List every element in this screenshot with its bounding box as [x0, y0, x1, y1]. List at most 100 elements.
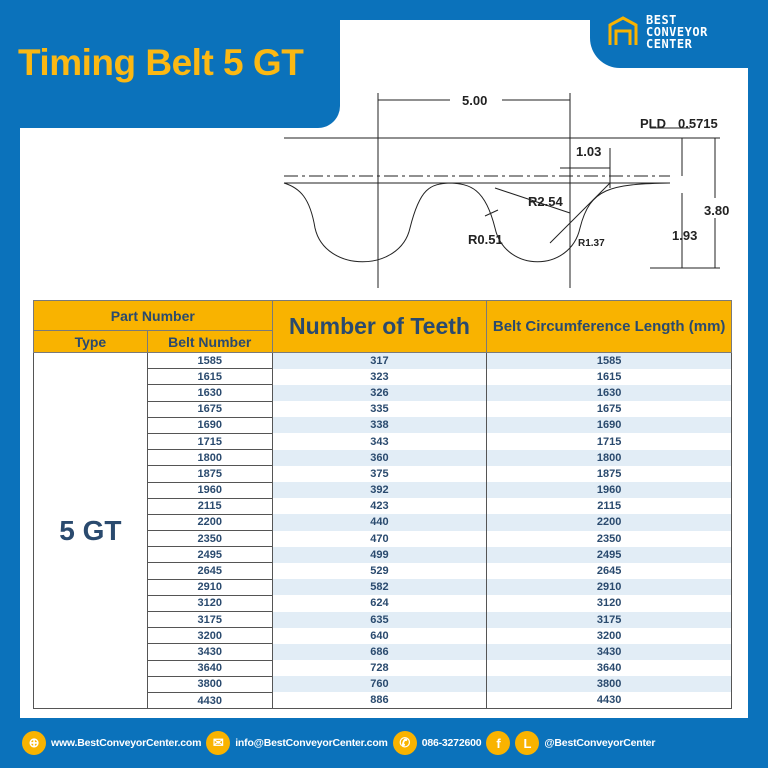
table-row: 1675 335 1675	[34, 401, 732, 418]
radius-2-54: R2.54	[528, 194, 563, 209]
teeth-cell: 375	[271, 465, 488, 482]
belt-number-cell: 1690	[146, 417, 273, 434]
dim-1-03: 1.03	[576, 144, 601, 159]
belt-profile-diagram: 5.00 PLD 0.5715 1.03 R2.54 R0.51 R1.37 3…	[283, 93, 729, 288]
belt-number-cell: 3640	[146, 660, 273, 677]
length-cell: 4430	[486, 692, 732, 710]
teeth-cell: 686	[271, 643, 488, 661]
belt-spec-table: Part Number Number of Teeth Belt Circumf…	[33, 300, 732, 710]
belt-number-cell: 2645	[146, 562, 273, 580]
logo-text: CONVEYOR	[646, 25, 708, 39]
table-row: 3430 686 3430	[34, 643, 732, 661]
teeth-cell: 470	[271, 530, 488, 547]
table-row: 1715 343 1715	[34, 433, 732, 451]
teeth-cell: 760	[271, 676, 488, 693]
teeth-cell: 640	[271, 627, 488, 644]
belt-number-cell: 3800	[146, 676, 273, 693]
height-3-80: 3.80	[704, 203, 729, 218]
table-row: 2495 499 2495	[34, 546, 732, 564]
table-row: 2645 529 2645	[34, 562, 732, 580]
length-cell: 1960	[486, 482, 732, 499]
belt-number-cell: 1585	[146, 352, 273, 370]
length-cell: 1800	[486, 449, 732, 466]
length-cell: 1690	[486, 417, 732, 434]
teeth-cell: 624	[271, 595, 488, 612]
belt-number-cell: 1960	[146, 482, 273, 499]
teeth-cell: 392	[271, 482, 488, 499]
belt-number-cell: 2910	[146, 579, 273, 596]
title-banner: Timing Belt 5 GT	[0, 0, 340, 128]
logo-text: CENTER	[646, 37, 693, 51]
table-row: 2350 470 2350	[34, 530, 732, 548]
height-1-93: 1.93	[672, 228, 697, 243]
teeth-cell: 635	[271, 611, 488, 628]
length-cell: 2200	[486, 514, 732, 531]
table-row: 1630 326 1630	[34, 384, 732, 402]
length-cell: 2115	[486, 498, 732, 515]
phone-icon: ✆	[392, 731, 417, 755]
length-cell: 3175	[486, 611, 732, 628]
length-header: Belt Circumference Length (mm)	[486, 300, 732, 353]
teeth-header: Number of Teeth	[271, 300, 488, 353]
length-cell: 1715	[486, 433, 732, 450]
pitch-dimension: 5.00	[462, 93, 487, 108]
belt-number-cell: 1800	[146, 449, 273, 467]
teeth-cell: 886	[271, 692, 488, 710]
type-cell: 5 GT	[33, 352, 148, 710]
line-icon[interactable]: L	[515, 731, 540, 755]
part-number-header: Part Number	[33, 300, 273, 331]
belt-number-cell: 1675	[146, 401, 273, 418]
email-link[interactable]: info@BestConveyorCenter.com	[235, 737, 388, 749]
logo: BEST CONVEYOR CENTER	[606, 14, 708, 50]
length-cell: 1615	[486, 368, 732, 385]
length-cell: 3120	[486, 595, 732, 612]
logo-text: BEST	[646, 13, 677, 27]
belt-number-cell: 3200	[146, 627, 273, 645]
length-cell: 1875	[486, 465, 732, 482]
teeth-cell: 529	[271, 562, 488, 580]
teeth-cell: 423	[271, 498, 488, 515]
length-cell: 3640	[486, 660, 732, 677]
length-cell: 3200	[486, 627, 732, 644]
length-cell: 2495	[486, 546, 732, 563]
page-title: Timing Belt 5 GT	[18, 42, 304, 83]
pld-label: PLD	[640, 116, 666, 131]
logo-icon	[608, 16, 638, 45]
teeth-cell: 582	[271, 579, 488, 596]
length-cell: 1630	[486, 384, 732, 402]
table-row: 4430 886 4430	[34, 692, 732, 710]
social-handle[interactable]: @BestConveyorCenter	[544, 737, 656, 749]
teeth-cell: 728	[271, 660, 488, 677]
belt-number-cell: 2115	[146, 498, 273, 515]
phone-number[interactable]: 086-3272600	[421, 737, 482, 749]
table-row: 1875 375 1875	[34, 465, 732, 483]
table-row: 2910 582 2910	[34, 579, 732, 596]
belt-number-cell: 1615	[146, 368, 273, 386]
length-cell: 2645	[486, 562, 732, 580]
teeth-cell: 335	[271, 401, 488, 418]
table-row: 2115 423 2115	[34, 498, 732, 515]
belt-number-header: Belt Number	[146, 330, 273, 353]
teeth-cell: 323	[271, 368, 488, 385]
table-row: 1960 392 1960	[34, 482, 732, 499]
table-row: 3175 635 3175	[34, 611, 732, 629]
teeth-cell: 326	[271, 384, 488, 402]
table-row: 3200 640 3200	[34, 627, 732, 645]
teeth-cell: 360	[271, 449, 488, 466]
logo-banner: BEST CONVEYOR CENTER	[590, 0, 768, 68]
length-cell: 1675	[486, 401, 732, 418]
website-link[interactable]: www.BestConveyorCenter.com	[51, 737, 202, 749]
belt-number-cell: 3175	[146, 611, 273, 629]
length-cell: 3800	[486, 676, 732, 693]
facebook-icon[interactable]: f	[486, 731, 511, 755]
table-row: 3640 728 3640	[34, 660, 732, 677]
teeth-cell: 343	[271, 433, 488, 450]
belt-number-cell: 4430	[146, 692, 273, 710]
belt-number-cell: 1630	[146, 384, 273, 402]
belt-number-cell: 3120	[146, 595, 273, 613]
table-row: 3120 624 3120	[34, 595, 732, 613]
belt-number-cell: 2495	[146, 546, 273, 564]
table-row: 1615 323 1615	[34, 368, 732, 386]
teeth-cell: 317	[271, 352, 488, 369]
mail-icon: ✉	[206, 731, 231, 755]
